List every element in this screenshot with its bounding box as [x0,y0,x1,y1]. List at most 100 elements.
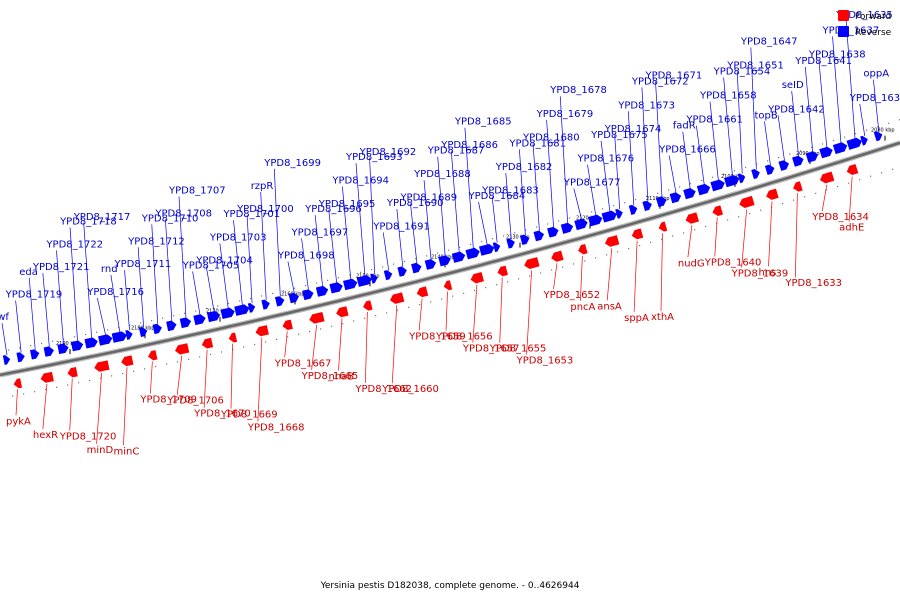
reverse-gene-label[interactable]: YPD8_1637 [822,26,880,145]
reverse-gene-arrow[interactable] [329,282,344,294]
reverse-gene-arrow[interactable] [70,340,84,352]
forward-gene-arrow[interactable] [604,235,620,247]
reverse-gene-arrow[interactable] [247,302,256,313]
reverse-gene-arrow[interactable] [166,320,177,332]
reverse-gene-label[interactable]: YPD8_1716 [86,287,144,337]
reverse-gene-arrow[interactable] [16,352,26,363]
reverse-gene-label[interactable]: YPD8_1697 [291,227,349,291]
forward-gene-label[interactable]: pncA [570,255,596,313]
reverse-gene-arrow[interactable] [206,310,221,323]
forward-gene-label[interactable]: YPD8_1652 [543,263,601,301]
reverse-gene-arrow[interactable] [615,208,623,219]
forward-gene-arrow[interactable] [738,195,755,209]
reverse-gene-arrow[interactable] [533,230,545,242]
forward-gene-arrow[interactable] [685,212,699,225]
reverse-gene-arrow[interactable] [819,146,834,159]
forward-gene-label[interactable]: YPD8_1660 [381,305,439,395]
reverse-gene-label[interactable]: eda [19,267,38,350]
reverse-gene-label[interactable]: YPD8_1703 [209,232,267,310]
reverse-gene-label[interactable]: YPD8_1700 [236,204,294,304]
reverse-gene-arrow[interactable] [315,285,329,297]
reverse-gene-arrow[interactable] [696,183,711,196]
reverse-gene-label[interactable]: YPD8_1676 [576,154,634,217]
forward-gene-label[interactable]: hexR [33,383,58,441]
reverse-gene-label[interactable]: YPD8_1695 [318,199,376,284]
reverse-gene-arrow[interactable] [302,289,314,301]
reverse-gene-arrow[interactable] [274,296,285,307]
reverse-gene-arrow[interactable] [655,196,667,208]
forward-gene-label[interactable]: YPD8_1667 [274,331,332,369]
reverse-gene-label[interactable]: YPD8_1658 [699,91,757,182]
forward-gene-label[interactable]: nhaB [329,318,355,382]
reverse-gene-label[interactable]: YPD8_1674 [604,124,662,210]
reverse-gene-arrow[interactable] [411,262,422,274]
reverse-gene-label[interactable]: YPD8_1699 [263,158,321,297]
forward-gene-label[interactable]: minD [87,372,114,456]
reverse-gene-label[interactable]: oppA [863,69,889,132]
forward-gene-arrow[interactable] [282,319,293,331]
forward-gene-arrow[interactable] [416,286,429,298]
reverse-gene-arrow[interactable] [669,192,682,204]
forward-gene-label[interactable]: minC [114,367,140,457]
reverse-gene-label[interactable]: YPD8_1642 [767,104,825,162]
reverse-gene-label[interactable]: YPD8_1654 [713,67,771,178]
reverse-gene-arrow[interactable] [179,317,192,329]
forward-gene-label[interactable]: YPD8_1665 [301,324,359,382]
reverse-gene-label[interactable]: YPD8_1698 [277,251,335,294]
reverse-gene-label[interactable]: YPD8_1708 [154,208,212,322]
reverse-gene-label[interactable]: YPD8_1686 [440,140,498,254]
reverse-gene-label[interactable]: YPD8_1638 [808,50,866,149]
reverse-gene-label[interactable]: YPD8_1719 [5,290,63,353]
reverse-gene-arrow[interactable] [737,173,746,184]
reverse-gene-arrow[interactable] [519,234,530,245]
reverse-gene-label[interactable]: seID [782,80,804,158]
reverse-gene-arrow[interactable] [560,222,574,234]
reverse-gene-label[interactable]: YPD8_1666 [658,145,716,194]
reverse-gene-arrow[interactable] [43,346,55,357]
reverse-gene-arrow[interactable] [574,218,589,231]
reverse-gene-label[interactable]: YPD8_1673 [617,100,675,206]
reverse-gene-label[interactable]: YPD8_1717 [73,212,131,339]
reverse-gene-label[interactable]: YPD8_1682 [495,162,553,239]
forward-gene-arrow[interactable] [577,244,588,255]
forward-gene-label[interactable]: YPD8_1655 [489,277,547,355]
reverse-gene-arrow[interactable] [370,273,379,284]
forward-gene-label[interactable]: YPD8_1662 [354,311,412,395]
reverse-gene-arrow[interactable] [792,155,804,167]
reverse-gene-label[interactable]: YPD8_1691 [372,221,430,271]
forward-gene-arrow[interactable] [362,300,373,312]
reverse-gene-arrow[interactable] [873,130,883,142]
reverse-gene-arrow[interactable] [860,135,868,146]
reverse-gene-label[interactable]: YPD8_1705 [182,260,240,316]
reverse-gene-label[interactable]: YPD8_1690 [386,198,444,268]
reverse-gene-arrow[interactable] [451,251,466,263]
reverse-gene-label[interactable]: YPD8_1684 [468,191,526,247]
forward-gene-arrow[interactable] [389,292,405,305]
forward-gene-label[interactable]: YPD8_1706 [166,355,224,407]
forward-gene-arrow[interactable] [470,272,484,284]
reverse-gene-arrow[interactable] [2,355,11,365]
reverse-gene-label[interactable]: YPD8_1721 [32,262,90,348]
reverse-gene-label[interactable]: YPD8_1704 [195,255,253,313]
reverse-gene-arrow[interactable] [138,326,148,337]
reverse-gene-label[interactable]: YPD8_1710 [141,213,199,325]
forward-gene-arrow[interactable] [523,257,540,269]
reverse-gene-label[interactable]: YPD8_1651 [726,61,784,174]
forward-gene-arrow[interactable] [335,306,349,318]
reverse-gene-label[interactable]: YPD8_1677 [563,177,621,221]
forward-gene-label[interactable]: YPD8_1709 [139,361,197,406]
forward-gene-arrow[interactable] [94,360,110,373]
reverse-gene-label[interactable]: YPD8_1688 [413,169,471,261]
forward-gene-arrow[interactable] [309,311,325,324]
reverse-gene-arrow[interactable] [642,200,653,212]
forward-gene-label[interactable]: xthA [651,233,674,323]
reverse-gene-arrow[interactable] [30,349,40,360]
forward-gene-label[interactable]: ansA [597,248,622,312]
reverse-gene-arrow[interactable] [751,168,761,180]
reverse-gene-label[interactable]: YPD8_1631 [849,93,900,137]
forward-gene-arrow[interactable] [255,325,269,337]
reverse-gene-arrow[interactable] [506,238,516,249]
forward-gene-arrow[interactable] [631,228,644,240]
forward-gene-arrow[interactable] [13,378,23,389]
reverse-gene-arrow[interactable] [383,269,393,281]
